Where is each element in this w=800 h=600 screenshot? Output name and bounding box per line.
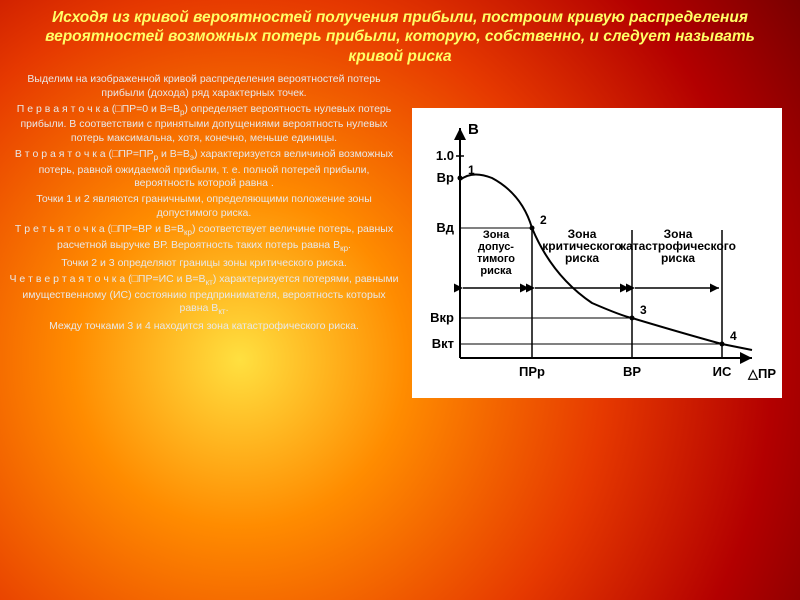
svg-text:1: 1	[468, 163, 475, 177]
svg-text:риска: риска	[480, 265, 512, 277]
svg-text:тимого: тимого	[477, 253, 515, 265]
svg-text:2: 2	[540, 213, 547, 227]
svg-text:ПРр: ПРр	[519, 364, 545, 379]
chart-column: В △ПР ПРр ВР ИС 1.0 Вр Вд Вкр Вкт Зонадопус-тимого…	[404, 70, 790, 398]
svg-text:△ПР: △ПР	[747, 366, 776, 381]
para-8: Между точками 3 и 4 находится зона катас…	[8, 320, 400, 333]
para-4: Точки 1 и 2 являются граничными, определ…	[8, 193, 400, 220]
svg-text:4: 4	[730, 329, 737, 343]
slide: Исходя из кривой вероятностей получения …	[0, 0, 800, 600]
para-2: П е р в а я т о ч к а (□ПР=0 и В=Вр) опр…	[8, 103, 400, 145]
svg-text:Зона: Зона	[483, 229, 510, 241]
para-1: Выделим на изображенной кривой распредел…	[8, 73, 400, 100]
svg-text:Вр: Вр	[437, 170, 454, 185]
para-5: Т р е т ь я т о ч к а (□ПР=ВР и В=Вкр) с…	[8, 223, 400, 254]
svg-text:Вкр: Вкр	[430, 310, 454, 325]
svg-text:ВР: ВР	[623, 364, 641, 379]
para-3: В т о р а я т о ч к а (□ПР=ПРр и В=Вэ) х…	[8, 148, 400, 190]
svg-text:Вкт: Вкт	[432, 336, 454, 351]
svg-text:3: 3	[640, 303, 647, 317]
para-7: Ч е т в е р т а я т о ч к а (□ПР=ИС и В=…	[8, 273, 400, 317]
svg-text:Вд: Вд	[436, 220, 454, 235]
svg-text:риска: риска	[661, 251, 695, 265]
svg-text:допус-: допус-	[478, 241, 514, 253]
svg-text:В: В	[468, 121, 479, 138]
text-column: Выделим на изображенной кривой распредел…	[8, 70, 400, 398]
risk-curve-chart: В △ПР ПРр ВР ИС 1.0 Вр Вд Вкр Вкт Зонадопус-тимого…	[412, 108, 782, 398]
svg-text:1.0: 1.0	[436, 148, 454, 163]
slide-title: Исходя из кривой вероятностей получения …	[0, 0, 800, 70]
svg-text:риска: риска	[565, 251, 599, 265]
para-6: Точки 2 и 3 определяют границы зоны крит…	[8, 257, 400, 270]
slide-body: Выделим на изображенной кривой распредел…	[0, 70, 800, 398]
svg-text:ИС: ИС	[713, 364, 732, 379]
